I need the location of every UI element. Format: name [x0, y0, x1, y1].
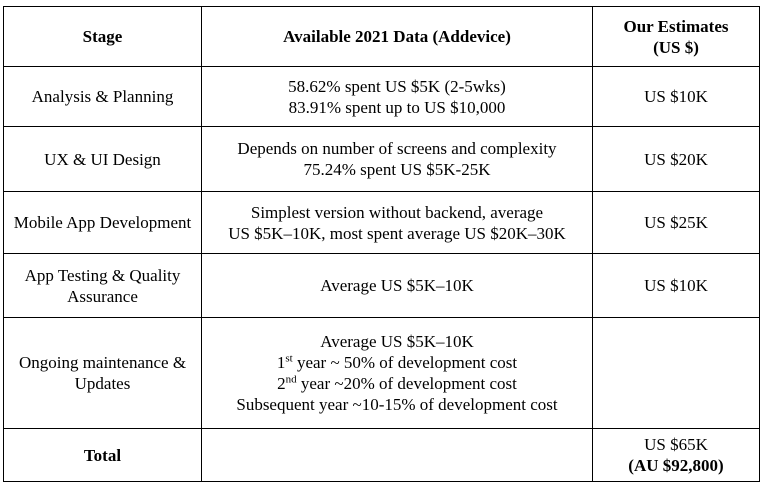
data-line: 1st year ~ 50% of development cost: [204, 352, 590, 373]
header-available-data: Available 2021 Data (Addevice): [201, 6, 593, 67]
stage-cell: UX & UI Design: [3, 126, 202, 192]
ordinal-suffix: st: [285, 352, 293, 365]
total-estimate-cell: US $65K (AU $92,800): [592, 428, 760, 482]
data-cell: Depends on number of screens and complex…: [201, 126, 593, 192]
table-row: App Testing & Quality Assurance Average …: [3, 253, 760, 318]
table-row: Mobile App Development Simplest version …: [3, 191, 760, 254]
data-line: Simplest version without backend, averag…: [250, 202, 544, 222]
header-estimates-line2: (US $): [653, 37, 699, 57]
data-line: 83.91% spent up to US $10,000: [288, 97, 506, 117]
data-line: 2nd year ~20% of development cost: [204, 373, 590, 394]
table-row: Ongoing maintenance & Updates Average US…: [3, 317, 760, 429]
total-estimate-au: (AU $92,800): [628, 456, 724, 475]
table-row: Analysis & Planning 58.62% spent US $5K …: [3, 66, 760, 127]
data-cell: Simplest version without backend, averag…: [201, 191, 593, 254]
estimate-cell: US $10K: [592, 66, 760, 127]
data-line: Average US $5K–10K: [320, 332, 474, 351]
stage-cell: Mobile App Development: [3, 191, 202, 254]
data-cell: 58.62% spent US $5K (2-5wks) 83.91% spen…: [201, 66, 593, 127]
estimate-cell: [592, 317, 760, 429]
header-our-estimates: Our Estimates (US $): [592, 6, 760, 67]
data-line: Subsequent year ~10-15% of development c…: [236, 395, 558, 414]
stage-cell: App Testing & Quality Assurance: [3, 253, 202, 318]
table-row: UX & UI Design Depends on number of scre…: [3, 126, 760, 192]
data-line: US $5K–10K, most spent average US $20K–3…: [228, 223, 566, 243]
header-stage: Stage: [3, 6, 202, 67]
data-line-text: year ~20% of development cost: [296, 374, 517, 393]
estimate-cell: US $25K: [592, 191, 760, 254]
table-total-row: Total US $65K (AU $92,800): [3, 428, 760, 482]
cost-estimate-table: Stage Available 2021 Data (Addevice) Our…: [3, 6, 760, 482]
header-estimates-line1: Our Estimates: [623, 16, 729, 36]
data-line-text: year ~ 50% of development cost: [292, 353, 518, 372]
estimate-cell: US $10K: [592, 253, 760, 318]
ordinal-number: 2: [277, 374, 286, 393]
stage-line: Ongoing maintenance &: [18, 353, 187, 372]
stage-line: Assurance: [67, 286, 138, 306]
ordinal-suffix: nd: [285, 373, 297, 386]
stage-line: Updates: [74, 374, 131, 393]
stage-cell: Analysis & Planning: [3, 66, 202, 127]
total-label: Total: [3, 428, 202, 482]
data-line: 58.62% spent US $5K (2-5wks): [288, 76, 506, 96]
data-cell: Average US $5K–10K: [201, 253, 593, 318]
data-line: Depends on number of screens and complex…: [237, 139, 557, 158]
table-header-row: Stage Available 2021 Data (Addevice) Our…: [3, 6, 760, 67]
stage-cell: Ongoing maintenance & Updates: [3, 317, 202, 429]
total-estimate-us: US $65K: [644, 435, 708, 454]
stage-line: App Testing & Quality: [24, 265, 181, 285]
data-cell: Average US $5K–10K 1st year ~ 50% of dev…: [201, 317, 593, 429]
data-line: 75.24% spent US $5K-25K: [303, 160, 491, 179]
total-data-cell: [201, 428, 593, 482]
ordinal-number: 1: [276, 353, 286, 372]
data-line: Average US $5K–10K: [320, 276, 474, 295]
estimate-cell: US $20K: [592, 126, 760, 192]
